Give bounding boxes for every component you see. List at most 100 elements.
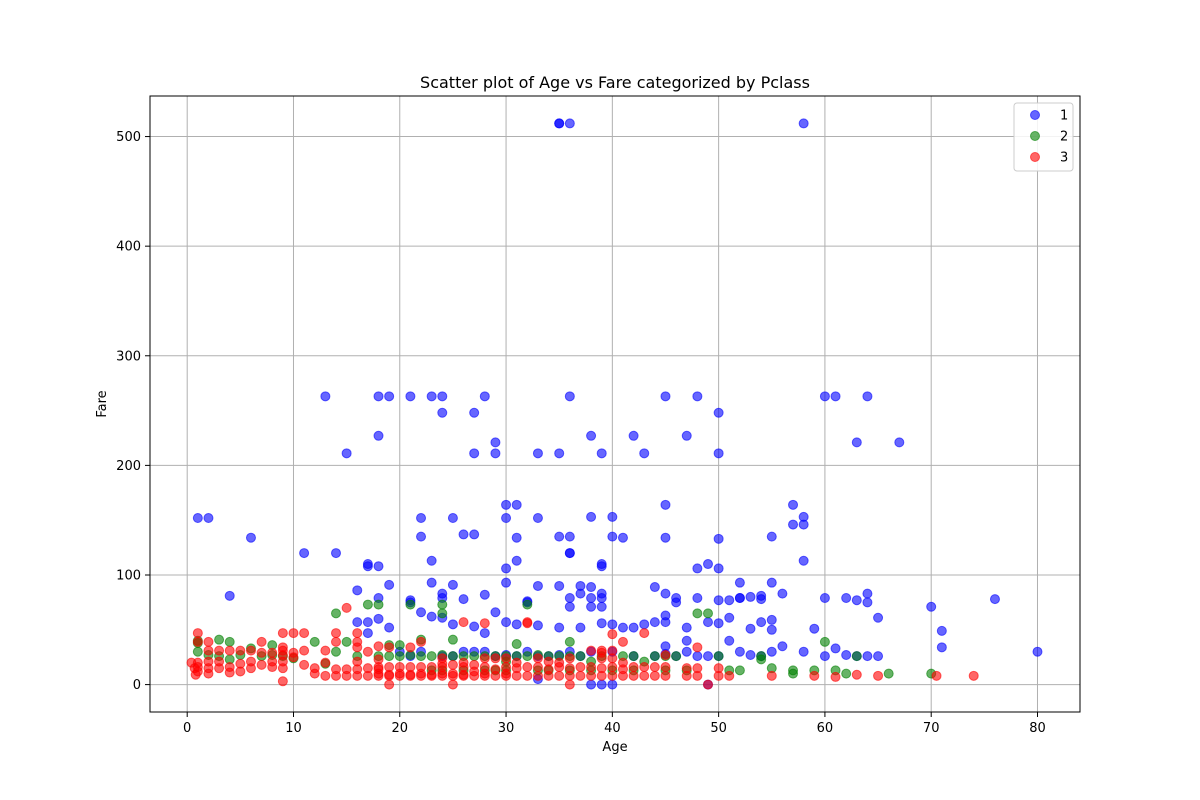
data-point [437, 407, 448, 418]
data-point [649, 617, 660, 628]
data-point [532, 653, 543, 664]
data-point [681, 670, 692, 681]
x-tick-label: 20 [391, 721, 408, 736]
data-point [479, 670, 490, 681]
data-point [586, 670, 597, 681]
data-point [416, 607, 427, 618]
data-point [341, 636, 352, 647]
data-point [554, 118, 565, 129]
data-point [989, 594, 1000, 605]
data-point [586, 645, 597, 656]
data-point [745, 591, 756, 602]
data-point [447, 670, 458, 681]
data-point [192, 666, 203, 677]
data-point [479, 618, 490, 629]
data-point [692, 563, 703, 574]
data-point [554, 622, 565, 633]
data-point [224, 645, 235, 656]
data-point [447, 579, 458, 590]
data-point [788, 519, 799, 530]
data-point [554, 580, 565, 591]
data-point [405, 670, 416, 681]
data-point [256, 636, 267, 647]
data-point [564, 670, 575, 681]
data-point [362, 599, 373, 610]
data-point [469, 670, 480, 681]
data-point [426, 391, 437, 402]
data-point [734, 665, 745, 676]
data-point [373, 391, 384, 402]
data-point [628, 622, 639, 633]
data-point [362, 561, 373, 572]
data-point [331, 670, 341, 681]
data-point [968, 670, 979, 681]
data-point [447, 651, 458, 662]
x-tick-label: 40 [604, 721, 621, 736]
data-point [384, 391, 395, 402]
data-point [416, 636, 427, 647]
data-point [501, 653, 512, 664]
data-point [809, 623, 820, 634]
data-point [660, 499, 671, 510]
data-point [851, 437, 862, 448]
data-point [214, 634, 225, 645]
data-point [501, 577, 512, 588]
data-point [299, 628, 310, 639]
data-point [479, 628, 490, 639]
data-point [586, 601, 597, 612]
data-point [703, 679, 713, 690]
data-point [660, 588, 671, 599]
data-point [649, 662, 660, 673]
data-point [224, 590, 235, 601]
data-point [214, 663, 225, 674]
data-point [660, 532, 671, 543]
data-point [628, 430, 639, 441]
data-point [596, 561, 607, 572]
data-point [362, 628, 373, 639]
data-point [564, 391, 575, 402]
data-point [607, 670, 618, 681]
data-point [426, 651, 437, 662]
data-point [309, 668, 320, 679]
data-point [532, 620, 543, 631]
data-point [607, 679, 618, 690]
data-point [713, 533, 724, 544]
data-point [734, 646, 745, 657]
data-point [819, 636, 830, 647]
y-tick-label: 0 [133, 678, 141, 693]
data-point [426, 611, 437, 622]
data-point [745, 650, 756, 661]
data-point [734, 577, 745, 588]
y-tick-label: 300 [116, 349, 141, 364]
data-point [830, 671, 841, 682]
data-point [532, 580, 543, 591]
data-point [660, 391, 671, 402]
data-point [862, 651, 873, 662]
data-point [713, 651, 724, 662]
data-point [586, 511, 597, 522]
data-point [575, 588, 586, 599]
data-point [756, 654, 767, 665]
data-point [394, 651, 405, 662]
data-point [479, 391, 490, 402]
data-point [384, 670, 395, 681]
data-point [607, 653, 618, 664]
data-point [756, 617, 767, 628]
data-point [564, 679, 575, 690]
data-point [501, 499, 512, 510]
data-point [192, 636, 203, 647]
data-point [522, 670, 533, 681]
data-point [639, 619, 650, 630]
data-point [267, 647, 278, 658]
data-point [256, 647, 267, 658]
data-point [575, 670, 586, 681]
y-tick-label: 200 [116, 459, 141, 474]
data-point [511, 499, 522, 510]
y-tick-label: 500 [116, 130, 141, 145]
data-point [405, 599, 416, 610]
data-point [575, 622, 586, 633]
data-point [639, 662, 650, 673]
data-point [586, 679, 597, 690]
data-point [362, 670, 373, 681]
